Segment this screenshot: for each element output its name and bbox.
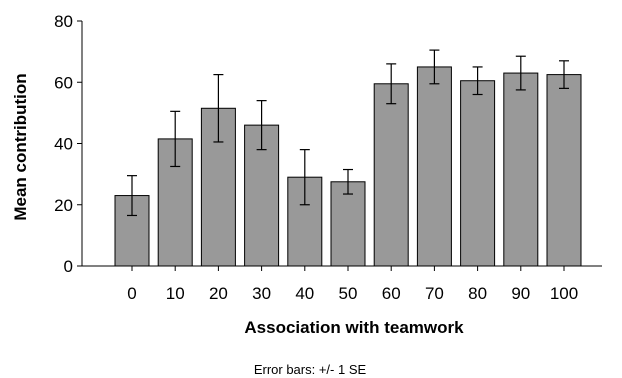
- x-tick-label-80: 80: [468, 284, 487, 303]
- bar-60: [373, 83, 409, 267]
- error-bar-30: [256, 100, 267, 151]
- x-tick-labels: 0 10 20 30 40 50 60 70 80 90 100: [127, 284, 578, 303]
- y-tick-label: 20: [54, 196, 73, 215]
- bar-70: [416, 66, 452, 267]
- x-tick-label-60: 60: [382, 284, 401, 303]
- error-bar-60: [386, 63, 397, 105]
- error-bar-50: [343, 168, 353, 195]
- error-bars-footnote: Error bars: +/- 1 SE: [254, 362, 367, 377]
- x-tick-label-0: 0: [127, 284, 136, 303]
- y-tick-labels: 0 20 40 60 80: [54, 12, 73, 276]
- x-tick-label-50: 50: [339, 284, 358, 303]
- error-bar-80: [472, 66, 483, 96]
- bar-90: [503, 72, 539, 267]
- y-tick-label: 0: [64, 257, 73, 276]
- error-bar-40: [299, 149, 310, 206]
- y-tick-label: 60: [54, 73, 73, 92]
- error-bar-100: [559, 60, 569, 89]
- y-axis-title: Mean contribution: [11, 73, 30, 220]
- error-bar-20: [213, 73, 224, 143]
- x-tick-label-70: 70: [425, 284, 444, 303]
- bars: [114, 66, 582, 267]
- bar-50: [330, 181, 366, 267]
- bar-80: [460, 80, 496, 267]
- y-tick-label: 80: [54, 12, 73, 31]
- x-tick-label-10: 10: [166, 284, 185, 303]
- x-tick-label-30: 30: [252, 284, 271, 303]
- bar-100: [546, 74, 582, 267]
- y-tick-label: 40: [54, 135, 73, 154]
- error-bar-0: [127, 175, 137, 217]
- x-axis: [82, 265, 602, 271]
- x-tick-label-90: 90: [511, 284, 530, 303]
- error-bar-90: [515, 55, 526, 91]
- error-bar-70: [429, 49, 440, 85]
- x-tick-label-100: 100: [550, 284, 578, 303]
- error-bars: [127, 49, 569, 217]
- x-tick-label-20: 20: [209, 284, 228, 303]
- error-bar-10: [170, 110, 181, 168]
- y-axis: [77, 20, 83, 267]
- x-axis-title: Association with teamwork: [244, 318, 464, 337]
- x-tick-label-40: 40: [295, 284, 314, 303]
